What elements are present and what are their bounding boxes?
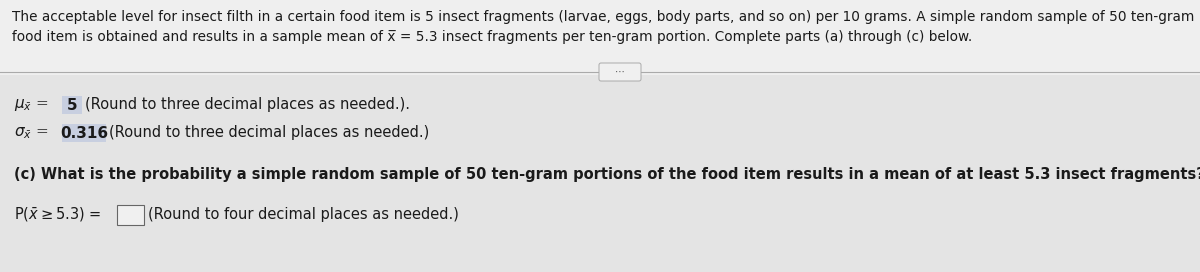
- FancyBboxPatch shape: [599, 63, 641, 81]
- Text: $\mu_{\bar{x}}$ =: $\mu_{\bar{x}}$ =: [14, 97, 50, 113]
- Text: P($\bar{x}$$\geq$5.3) =: P($\bar{x}$$\geq$5.3) =: [14, 206, 103, 224]
- FancyBboxPatch shape: [62, 96, 82, 114]
- Text: (Round to four decimal places as needed.): (Round to four decimal places as needed.…: [148, 208, 458, 222]
- Text: (Round to three decimal places as needed.).: (Round to three decimal places as needed…: [85, 97, 410, 113]
- FancyBboxPatch shape: [118, 205, 144, 225]
- Text: (Round to three decimal places as needed.): (Round to three decimal places as needed…: [109, 125, 430, 141]
- FancyBboxPatch shape: [62, 124, 106, 142]
- Text: food item is obtained and results in a sample mean of x̅ = 5.3 insect fragments : food item is obtained and results in a s…: [12, 30, 972, 44]
- Text: $\sigma_{\bar{x}}$ =: $\sigma_{\bar{x}}$ =: [14, 125, 50, 141]
- FancyBboxPatch shape: [0, 0, 1200, 75]
- Text: 5: 5: [67, 97, 77, 113]
- Text: (c) What is the probability a simple random sample of 50 ten-gram portions of th: (c) What is the probability a simple ran…: [14, 168, 1200, 183]
- Text: 0.316: 0.316: [60, 125, 108, 141]
- Text: The acceptable level for insect filth in a certain food item is 5 insect fragmen: The acceptable level for insect filth in…: [12, 10, 1200, 24]
- Text: ⋯: ⋯: [616, 67, 625, 77]
